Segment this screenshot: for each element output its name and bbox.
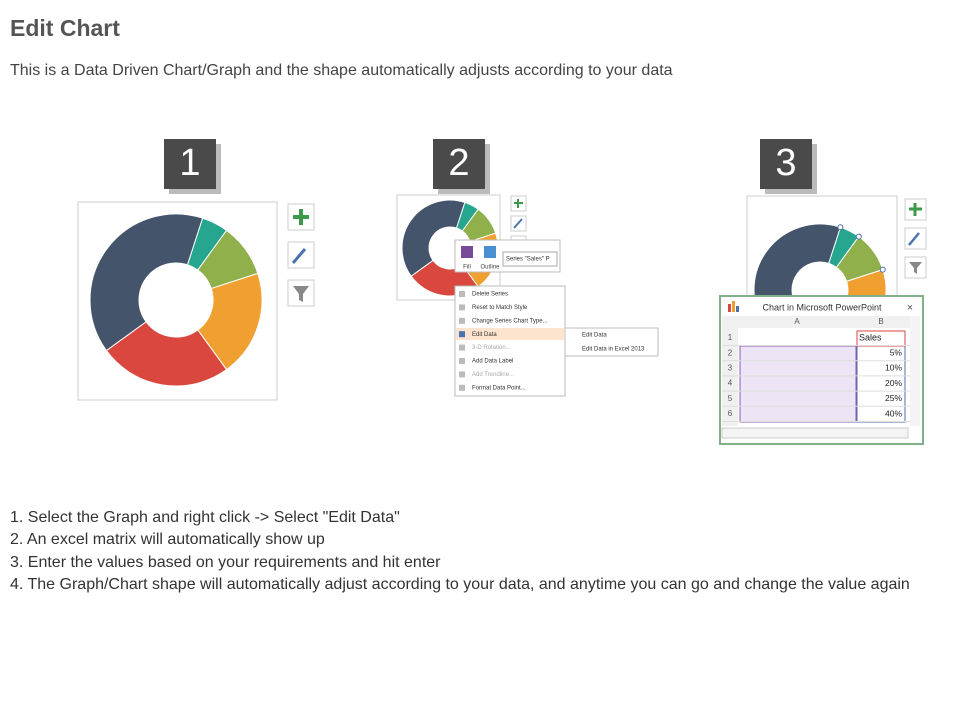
side-tools (287, 203, 315, 307)
excel-title: Chart in Microsoft PowerPoint (762, 302, 882, 312)
selection-handle (879, 266, 886, 273)
series-dropdown (502, 251, 558, 267)
instruction: 1. Select the Graph and right click -> S… (10, 509, 400, 526)
step-badge (433, 139, 485, 189)
scrollbar (721, 427, 909, 439)
menu-icon (459, 304, 465, 311)
step-number: 3 (775, 142, 796, 184)
chart-frame (77, 201, 278, 401)
cell: 25% (885, 393, 902, 403)
menu-item: Format Data Point... (472, 385, 526, 391)
submenu (564, 327, 659, 357)
menu-item: Add Trendline... (472, 372, 514, 378)
menu-icon (459, 384, 465, 391)
menu-highlight (456, 328, 564, 340)
menu-icon (459, 371, 465, 378)
menu-item: Change Series Chart Type... (472, 318, 548, 324)
row-number: 2 (728, 348, 733, 357)
row-number: 4 (728, 379, 733, 388)
side-tools (510, 195, 527, 243)
column-header: A (794, 317, 800, 326)
row-number: 3 (728, 364, 733, 373)
side-tools (904, 198, 927, 279)
menu-item: Delete Series (472, 292, 508, 298)
menu-icon (459, 358, 465, 364)
step-number: 2 (448, 142, 469, 184)
column-header-row (722, 316, 910, 328)
menu-item: Reset to Match Style (472, 305, 528, 311)
selection-handle (837, 224, 844, 231)
donut-segment (105, 321, 228, 387)
cell: 10% (885, 363, 902, 373)
column-header: B (878, 317, 883, 326)
menu-item: Edit Data (582, 333, 607, 339)
scrollbar (910, 316, 920, 426)
row-number: 6 (728, 409, 733, 418)
cell: 20% (885, 378, 902, 388)
fill-icon (461, 246, 473, 258)
subtitle: This is a Data Driven Chart/Graph and th… (10, 62, 673, 79)
menu-icon (459, 344, 465, 351)
toolbar-label: Series "Sales" P (506, 257, 550, 263)
step-badge (164, 139, 216, 189)
donut-segment (89, 213, 204, 352)
menu-items: Delete Series Reset to Match Style Change … (459, 291, 548, 391)
row-number: 5 (728, 394, 733, 403)
instruction: 4. The Graph/Chart shape will automatica… (10, 576, 910, 593)
instruction: 3. Enter the values based on your requir… (10, 554, 441, 571)
row-number: 1 (728, 333, 733, 342)
menu-icon (459, 291, 465, 297)
menu-icon (459, 317, 465, 324)
toolbar-label: Outline (480, 265, 500, 271)
menu-icon (459, 331, 465, 338)
donut (89, 213, 263, 387)
close-icon: × (907, 302, 913, 314)
range-a (739, 345, 857, 423)
menu-item: 3-D Rotation... (472, 345, 511, 351)
donut-segment (401, 199, 466, 277)
cell: Sales (859, 332, 882, 342)
outline-icon (484, 246, 496, 258)
selection-handle (855, 233, 862, 240)
cell: 5% (890, 347, 903, 357)
cell: 40% (885, 408, 902, 418)
step-number: 1 (179, 142, 200, 184)
instruction: 2. An excel matrix will automatically sh… (10, 531, 325, 548)
toolbar-label: Fill (463, 265, 471, 271)
context-menu (454, 285, 566, 397)
menu-item: Add Data Label (472, 359, 513, 365)
step-badge (760, 139, 812, 189)
row-header-col (722, 316, 738, 426)
title: Edit Chart (10, 15, 120, 41)
menu-item: Edit Data (472, 332, 497, 338)
menu-item: Edit Data in Excel 2013 (582, 347, 645, 353)
